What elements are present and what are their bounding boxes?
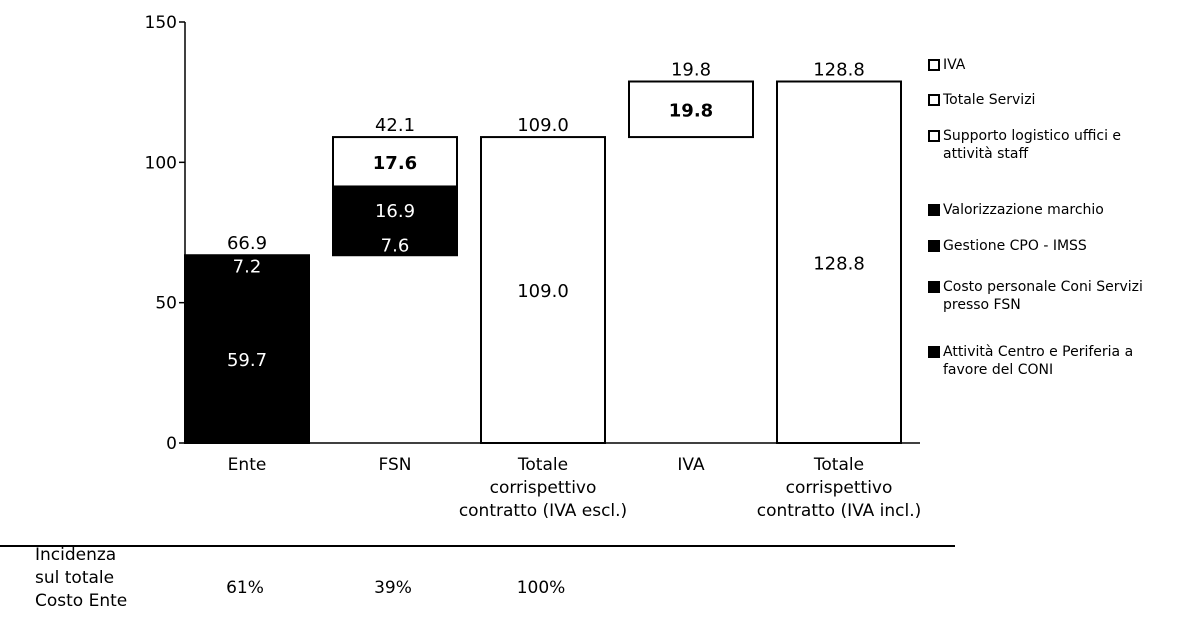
x-category-label-line: contratto (IVA incl.) bbox=[757, 501, 920, 521]
x-category-label: IVA bbox=[677, 455, 705, 475]
bar-total-label: 42.1 bbox=[375, 115, 415, 136]
bar-segment-label: 16.9 bbox=[375, 201, 415, 222]
x-category-label: Totale corrispettivo contratto (IVA incl.) bbox=[757, 455, 920, 521]
bar-total-label: 128.8 bbox=[813, 60, 865, 81]
legend-swatch bbox=[928, 240, 940, 252]
y-tick-label: 50 bbox=[155, 294, 177, 314]
x-category-label-line: IVA bbox=[677, 455, 705, 475]
legend-label: Gestione CPO - IMSS bbox=[943, 238, 1087, 254]
x-category-label-line: corrispettivo bbox=[490, 478, 597, 498]
legend-item-totale-servizi: Totale Servizi bbox=[928, 91, 1183, 109]
incidence-value-fsn: 39% bbox=[374, 578, 412, 598]
bar-total-label: 109.0 bbox=[517, 115, 569, 136]
legend-item-iva: IVA bbox=[928, 56, 1183, 74]
x-category-label-line: Totale bbox=[813, 455, 864, 475]
legend-label: IVA bbox=[943, 57, 966, 73]
legend-swatch bbox=[928, 204, 940, 216]
x-category-label-line: corrispettivo bbox=[786, 478, 893, 498]
legend-item-supporto-logistico: Supporto logistico uffici e attività sta… bbox=[928, 127, 1173, 163]
legend-item-attivita-centro: Attività Centro e Periferia a favore del… bbox=[928, 343, 1173, 379]
legend-label: Costo personale Coni Servizi presso FSN bbox=[943, 279, 1143, 313]
bar-segment-label: 19.8 bbox=[669, 100, 713, 121]
bar-segment-label: 59.7 bbox=[227, 350, 267, 371]
incidence-row-label: Incidenza sul totale Costo Ente bbox=[35, 545, 128, 611]
table-divider bbox=[0, 545, 955, 547]
bar-segment bbox=[480, 136, 606, 444]
x-category-label-line: contratto (IVA escl.) bbox=[459, 501, 627, 521]
legend-item-valorizzazione-marchio: Valorizzazione marchio bbox=[928, 201, 1183, 219]
bar-segment bbox=[628, 80, 754, 139]
incidence-value-totale: 100% bbox=[516, 578, 566, 598]
legend-swatch bbox=[928, 59, 940, 71]
x-category-label-line: Totale bbox=[517, 455, 568, 475]
y-tick-label: 100 bbox=[145, 153, 177, 173]
bar-segment-label: 7.6 bbox=[381, 236, 410, 257]
bar-segment bbox=[776, 80, 902, 444]
incidence-value-ente: 61% bbox=[226, 578, 264, 598]
legend-label: Supporto logistico uffici e attività sta… bbox=[943, 128, 1122, 162]
bar-segment-label: 7.2 bbox=[233, 256, 262, 277]
bar-segment bbox=[332, 136, 458, 188]
y-tick-label: 0 bbox=[166, 434, 177, 454]
stacked-bar-chart: 0 50 100 150 59.7 7.266.9 Ente 7.6 16.9 17.6 42.1 F… bbox=[145, 13, 920, 521]
legend-item-gestione-cpo: Gestione CPO - IMSS bbox=[928, 237, 1183, 255]
bar-segment-label: 128.8 bbox=[813, 253, 865, 274]
legend-swatch bbox=[928, 94, 940, 106]
legend-label: Attività Centro e Periferia a favore del… bbox=[943, 344, 1134, 378]
legend-swatch bbox=[928, 281, 940, 293]
bar-segment-label: 17.6 bbox=[373, 153, 417, 174]
bar-segment bbox=[184, 254, 310, 277]
x-category-label-line: FSN bbox=[379, 455, 412, 475]
bar-segment-label: 109.0 bbox=[517, 281, 569, 302]
legend-label: Totale Servizi bbox=[943, 92, 1036, 108]
x-category-label: Ente bbox=[228, 455, 267, 475]
x-category-label: Totale corrispettivo contratto (IVA escl.) bbox=[459, 455, 627, 521]
legend-swatch bbox=[928, 346, 940, 358]
x-category-label: FSN bbox=[379, 455, 412, 475]
bar-segment bbox=[184, 274, 310, 444]
bar-total-label: 66.9 bbox=[227, 233, 267, 254]
legend-item-costo-personale: Costo personale Coni Servizi presso FSN bbox=[928, 278, 1192, 314]
legend-label: Valorizzazione marchio bbox=[943, 202, 1104, 218]
legend-swatch bbox=[928, 130, 940, 142]
y-tick-label: 150 bbox=[145, 13, 177, 33]
x-category-label-line: Ente bbox=[228, 455, 267, 475]
bar-total-label: 19.8 bbox=[671, 60, 711, 81]
